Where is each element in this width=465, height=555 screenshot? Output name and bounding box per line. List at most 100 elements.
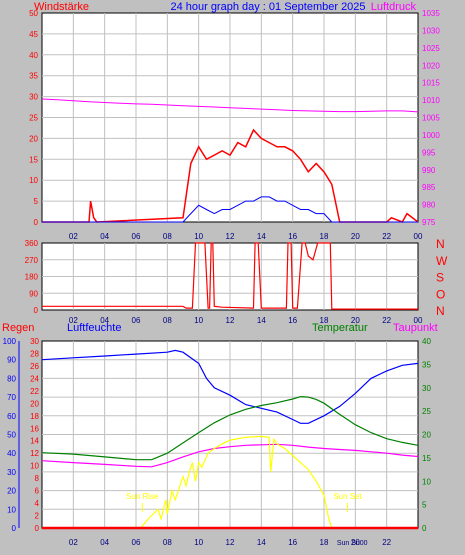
sunrise-label: Sun Rise [126, 492, 159, 501]
y-tick-label: 90 [29, 289, 38, 298]
y-tick-label: 1015 [422, 79, 440, 88]
x-tick-label: 02 [69, 316, 78, 325]
x-tick-label: 14 [257, 232, 266, 241]
y-tick-label: 270 [25, 256, 39, 265]
compass-label: N [436, 237, 445, 251]
x-tick-label: 14 [257, 538, 266, 547]
y-tick-label: 100 [3, 337, 17, 346]
x-tick-label: 16 [288, 538, 297, 547]
dewpoint-line [41, 443, 419, 468]
pressure-line [41, 98, 419, 113]
y-tick-label: 1005 [422, 114, 440, 123]
y-tick-label: 10 [30, 462, 39, 471]
wind-title: Windstärke [34, 1, 89, 13]
panel2-grid [42, 243, 418, 310]
y-tick-label: 5 [422, 501, 427, 510]
y-tick-label: 8 [35, 474, 40, 483]
y-tick-label: 180 [25, 273, 39, 282]
x-tick-label: 16 [288, 316, 297, 325]
y-tick-label: 40 [422, 337, 431, 346]
x-tick-label: 14 [257, 316, 266, 325]
y-tick-label: 18 [30, 412, 39, 421]
compass-label: W [436, 254, 448, 268]
y-tick-label: 40 [29, 51, 38, 60]
x-tick-label: 22 [382, 538, 391, 547]
panel1-left-axis: 0 5 10 15 20 25 30 35 40 45 50 [29, 9, 38, 227]
y-tick-label: 6 [35, 487, 40, 496]
y-tick-label: 10 [29, 176, 38, 185]
compass-label: N [436, 304, 445, 318]
dewpoint-title: Taupunkt [393, 322, 438, 334]
y-tick-label: 0 [34, 218, 39, 227]
direction-line [42, 242, 418, 310]
x-tick-label: 20 [351, 316, 360, 325]
x-tick-label: 20 [351, 232, 360, 241]
y-tick-label: 10 [7, 505, 16, 514]
y-tick-label: 985 [422, 183, 436, 192]
panel1-lines [41, 98, 419, 223]
panel1-right-axis: 975 980 985 990 995 1000 1005 1010 1015 1020 1025 1… [422, 9, 440, 227]
panel1-x-axis: 02 04 06 08 10 12 14 16 18 20 22 00 [69, 232, 423, 241]
humidity-line [41, 349, 419, 424]
panel3-lines [41, 349, 419, 530]
y-tick-label: 15 [422, 454, 431, 463]
y-tick-label: 40 [7, 449, 16, 458]
x-tick-label: 22 [382, 232, 391, 241]
y-tick-label: 25 [422, 407, 431, 416]
y-tick-label: 60 [7, 412, 16, 421]
panel2-lines [42, 242, 418, 310]
x-tick-label: 22 [382, 316, 391, 325]
sun-overlay-label: Sun Sn00 [337, 540, 368, 547]
compass-label: O [436, 287, 445, 301]
y-tick-label: 28 [30, 349, 39, 358]
x-tick-label: 08 [163, 538, 172, 547]
panel3-humidity-axis: 0 10 20 30 40 50 60 70 80 90 100 [3, 337, 20, 533]
x-tick-label: 12 [226, 316, 235, 325]
y-tick-label: 10 [422, 477, 431, 486]
y-tick-label: 25 [29, 114, 38, 123]
x-tick-label: 00 [414, 232, 423, 241]
compass-label: S [436, 271, 444, 285]
y-tick-label: 30 [422, 384, 431, 393]
y-tick-label: 0 [12, 524, 17, 533]
y-tick-label: 24 [30, 374, 39, 383]
y-tick-label: 1000 [422, 131, 440, 140]
y-tick-label: 30 [30, 337, 39, 346]
y-tick-label: 20 [29, 134, 38, 143]
x-tick-label: 04 [100, 316, 109, 325]
y-tick-label: 50 [7, 431, 16, 440]
humidity-title: Luftfeuchte [67, 322, 121, 334]
y-tick-label: 0 [422, 524, 427, 533]
y-tick-label: 20 [422, 431, 431, 440]
x-tick-label: 02 [69, 232, 78, 241]
y-tick-label: 0 [34, 306, 39, 315]
y-tick-label: 50 [29, 9, 38, 18]
y-tick-label: 45 [29, 30, 38, 39]
sunset-label: Sun Set [333, 492, 362, 501]
y-tick-label: 1035 [422, 9, 440, 18]
panel2-x-axis: 02 04 06 08 10 12 14 16 18 20 22 00 [69, 316, 423, 325]
panel3-annotations: Sun Rise Sun Set [126, 492, 363, 512]
y-tick-label: 975 [422, 218, 436, 227]
y-tick-label: 20 [30, 399, 39, 408]
y-tick-label: 30 [29, 93, 38, 102]
y-tick-label: 5 [34, 197, 39, 206]
x-tick-label: 10 [194, 316, 203, 325]
y-tick-label: 990 [422, 166, 436, 175]
x-tick-label: 10 [194, 538, 203, 547]
x-tick-label: 00 [414, 316, 423, 325]
panel1-grid [42, 13, 418, 222]
solar-line [42, 435, 418, 529]
rain-title: Regen [2, 322, 34, 334]
x-tick-label: 10 [194, 232, 203, 241]
x-tick-label: 08 [163, 232, 172, 241]
panel3-temperature-axis: 0 5 10 15 20 25 30 35 40 [422, 337, 431, 533]
y-tick-label: 30 [7, 468, 16, 477]
x-tick-label: 04 [100, 232, 109, 241]
temperature-title: Temperatur [312, 322, 368, 334]
x-tick-label: 08 [163, 316, 172, 325]
pressure-title: Luftdruck [371, 1, 417, 13]
